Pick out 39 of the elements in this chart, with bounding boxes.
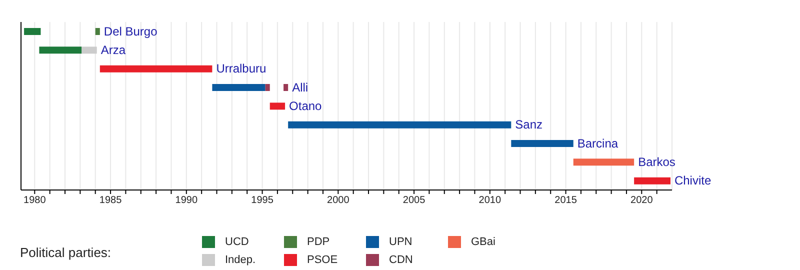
legend-label: UCD (225, 236, 249, 248)
bar (511, 140, 574, 147)
x-tick-label: 1995 (251, 195, 274, 206)
bar (100, 65, 212, 72)
y-tick-label: Alli (292, 80, 308, 94)
bar (39, 46, 82, 54)
bar (24, 28, 41, 35)
y-tick-label: Barcina (577, 136, 618, 150)
y-tick-label: Arza (100, 43, 126, 57)
legend-label: PSOE (307, 254, 338, 266)
x-tick-label: 2010 (478, 195, 502, 206)
x-tick-label: 1980 (24, 195, 46, 206)
bar (270, 102, 286, 110)
bar (82, 46, 97, 54)
bar (634, 177, 670, 184)
x-tick-label: 1985 (99, 195, 122, 206)
legend-label: UPN (389, 236, 412, 248)
legend-label: PDP (307, 236, 330, 248)
x-tick-label: 2000 (327, 195, 350, 206)
y-tick-label: Barkos (638, 155, 676, 169)
x-tick-label: 2005 (402, 195, 426, 206)
x-tick-label: 2020 (630, 195, 654, 206)
bar (573, 158, 634, 166)
y-tick-label: Chivite (674, 174, 712, 188)
bar (284, 84, 288, 91)
y-tick-label: Del Burgo (104, 24, 158, 38)
legend-title: Political parties: (20, 245, 112, 260)
bar (212, 84, 266, 91)
legend-label: CDN (389, 254, 413, 266)
bar (265, 84, 270, 91)
legend-label: GBai (471, 236, 496, 248)
y-tick-label: Urralburu (216, 62, 266, 76)
x-tick-label: 2015 (554, 195, 578, 206)
bar (95, 28, 100, 35)
x-tick-label: 1990 (175, 195, 198, 206)
bar (288, 121, 512, 128)
legend-label: Indep. (225, 254, 256, 266)
y-tick-label: Sanz (515, 118, 543, 132)
y-tick-label: Otano (289, 99, 322, 113)
